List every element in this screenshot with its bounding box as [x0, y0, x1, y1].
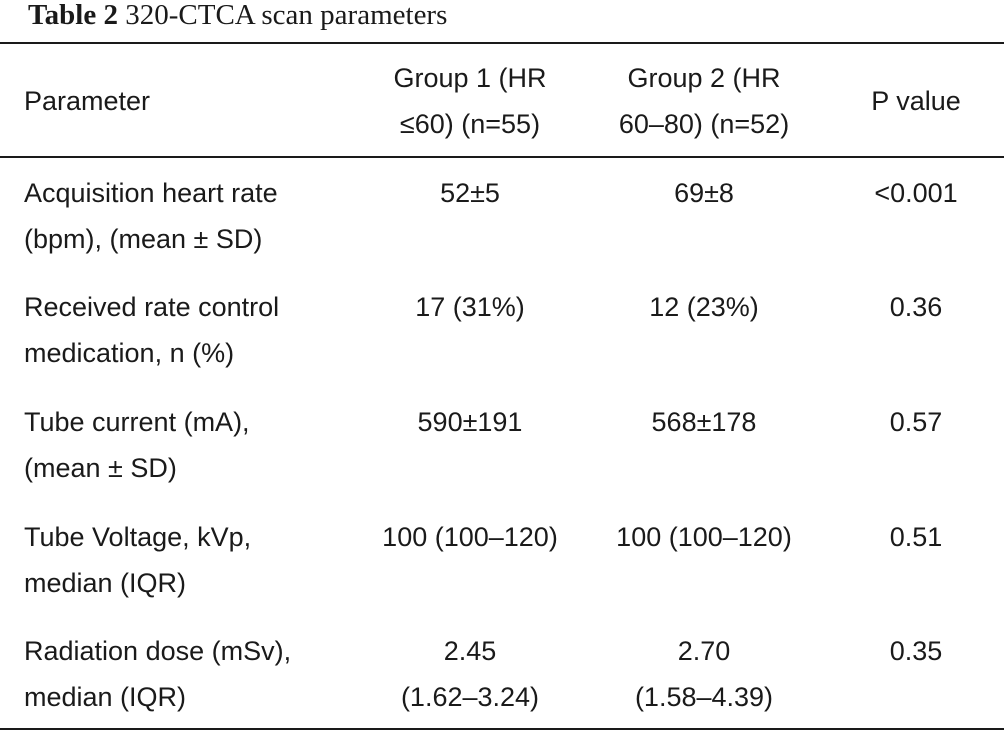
row-1-p-value: <0.001 — [874, 178, 958, 208]
header-rule — [0, 156, 1004, 158]
table-number: Table 2 — [28, 0, 118, 31]
row-3-p-value: 0.57 — [889, 407, 943, 437]
row-4-group-1: 100 (100–120) — [382, 522, 558, 552]
row-5-group-2: 2.70 (1.58–4.39) — [634, 636, 774, 712]
row-4-group-2: 100 (100–120) — [616, 522, 792, 552]
table-caption: Table 2 320-CTCA scan parameters — [28, 0, 447, 34]
table-title: 320-CTCA scan parameters — [125, 0, 448, 31]
row-1-group-2: 69±8 — [674, 178, 734, 208]
row-3-group-2: 568±178 — [651, 407, 757, 437]
row-5-p-value: 0.35 — [889, 636, 943, 666]
top-rule — [0, 42, 1004, 44]
row-4-p-value: 0.51 — [889, 522, 943, 552]
row-2-group-2: 12 (23%) — [649, 292, 759, 322]
header-group-2: Group 2 (HR 60–80) (n=52) — [618, 63, 790, 139]
row-1-group-1: 52±5 — [440, 178, 500, 208]
row-3-group-1: 590±191 — [417, 407, 523, 437]
row-5-parameter: Radiation dose (mSv), median (IQR) — [24, 636, 292, 712]
row-2-p-value: 0.36 — [889, 292, 943, 322]
row-2-parameter: Received rate control medication, n (%) — [24, 292, 280, 368]
row-1-parameter: Acquisition heart rate (bpm), (mean ± SD… — [24, 178, 278, 254]
header-parameter: Parameter — [24, 86, 151, 116]
header-group-1: Group 1 (HR ≤60) (n=55) — [393, 63, 547, 139]
row-4-parameter: Tube Voltage, kVp, median (IQR) — [24, 522, 252, 598]
row-2-group-1: 17 (31%) — [415, 292, 525, 322]
bottom-rule — [0, 728, 1004, 730]
row-3-parameter: Tube current (mA), (mean ± SD) — [24, 407, 250, 483]
row-5-group-1: 2.45 (1.62–3.24) — [400, 636, 540, 712]
header-p-value: P value — [871, 86, 961, 116]
